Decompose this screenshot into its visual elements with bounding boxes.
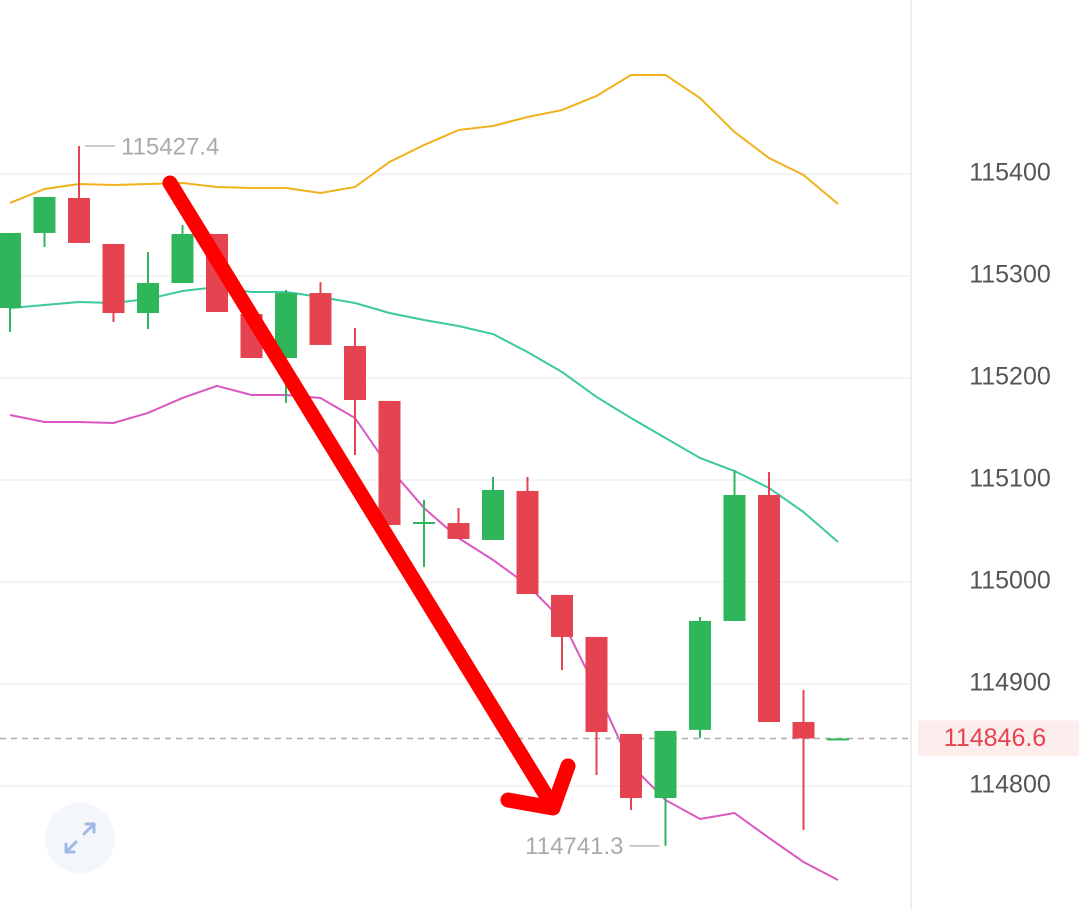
trend-arrow <box>162 175 576 816</box>
candle-body <box>654 730 677 799</box>
candle-body <box>585 636 608 733</box>
candle-body <box>827 738 849 741</box>
candle-body <box>68 197 90 243</box>
max-label: 115427.4 <box>121 133 219 160</box>
candle-body <box>758 494 780 723</box>
candle-body <box>620 733 642 799</box>
candle-body <box>102 243 125 314</box>
candle-body <box>516 491 539 595</box>
band-line <box>9 73 839 205</box>
y-tick-label: 114900 <box>969 669 1051 697</box>
candle-body <box>482 489 504 540</box>
candle-body <box>551 594 573 637</box>
y-tick-label: 115300 <box>969 261 1051 289</box>
candle-body <box>0 232 21 309</box>
last-price-box <box>918 720 1079 757</box>
candle-body <box>447 523 470 539</box>
expand-button[interactable] <box>45 803 115 873</box>
candle-body <box>344 345 366 401</box>
candle-body <box>171 233 194 284</box>
last-price-label: 114846.6 <box>944 724 1046 752</box>
candle-body <box>723 494 746 621</box>
y-tick-label: 115200 <box>969 363 1051 391</box>
min-label: 114741.3 <box>525 833 623 860</box>
candle-body <box>309 293 332 345</box>
y-tick-label: 114800 <box>969 771 1051 799</box>
candle-body <box>689 620 711 730</box>
y-tick-label: 115400 <box>969 159 1051 187</box>
candle-body <box>275 293 297 359</box>
candle-body <box>137 283 159 314</box>
candle-body <box>33 196 56 233</box>
candle-body <box>413 522 435 525</box>
y-tick-label: 115000 <box>969 567 1051 595</box>
y-tick-label: 115100 <box>969 465 1051 493</box>
candle-body <box>378 400 401 525</box>
candle-body <box>792 722 815 739</box>
